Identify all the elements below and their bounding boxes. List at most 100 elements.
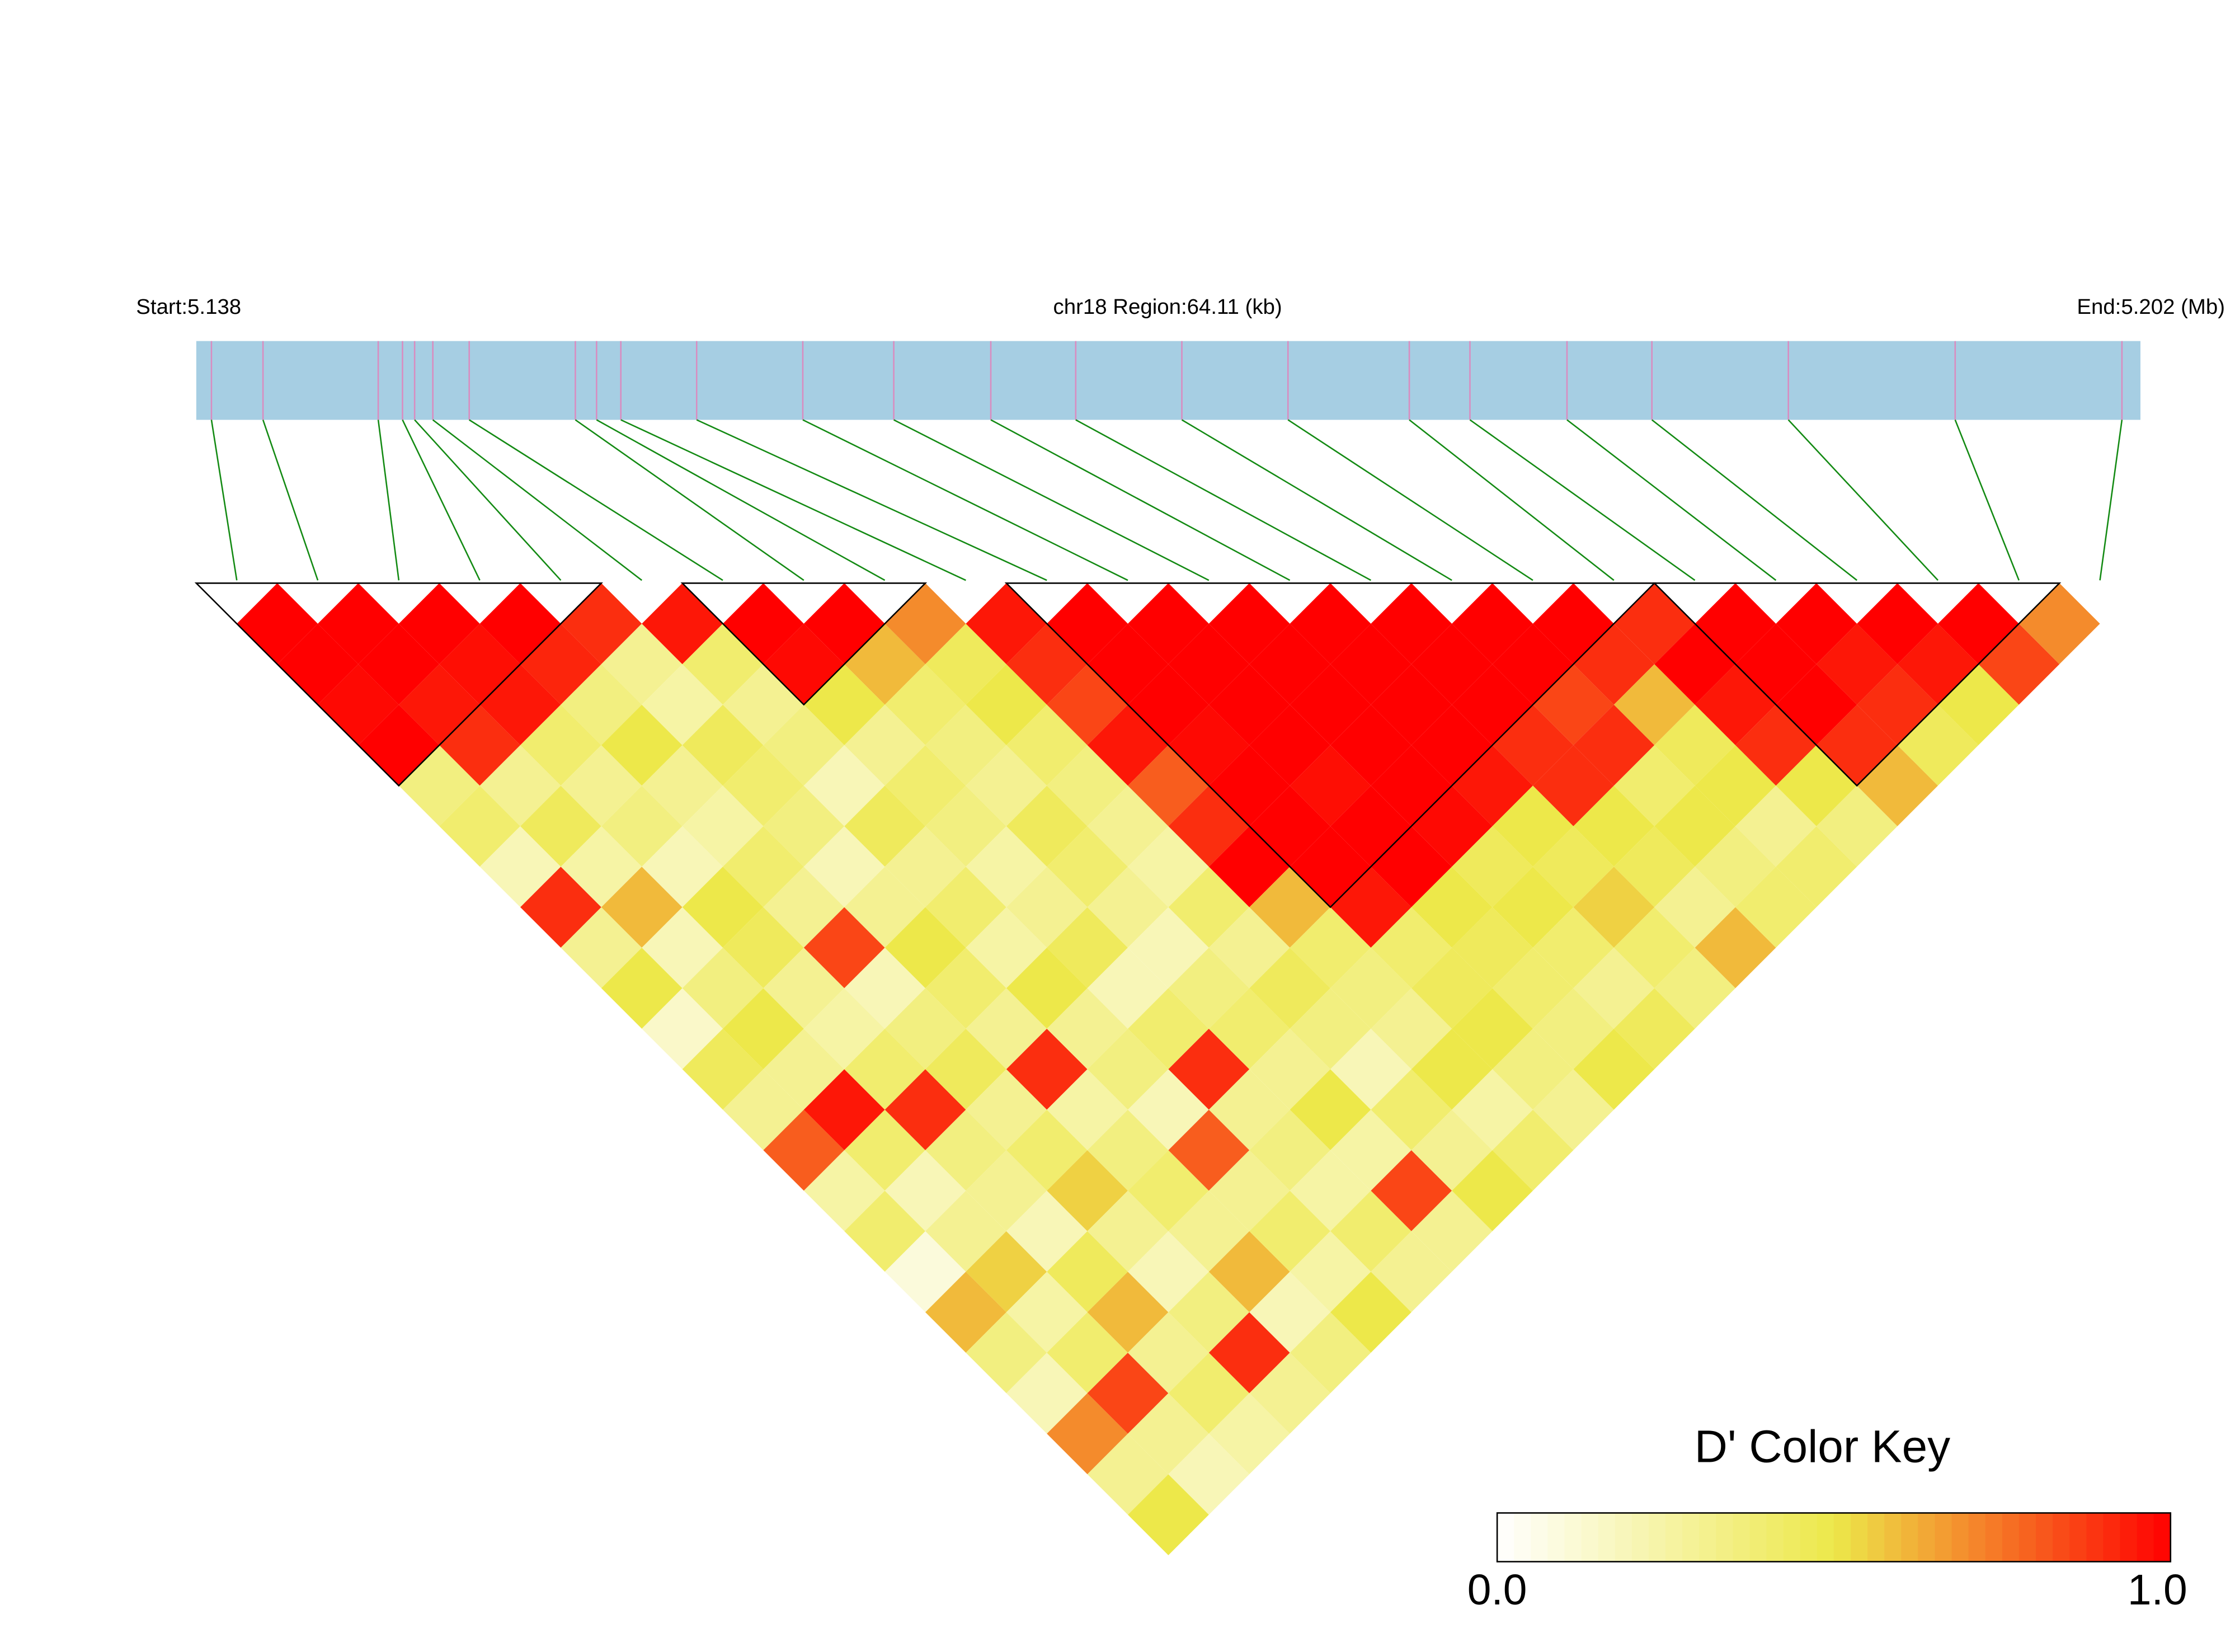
ld-cell — [763, 704, 845, 786]
ld-block — [680, 582, 928, 706]
ld-cell — [1573, 785, 1655, 867]
color-key-swatch — [1497, 1513, 1515, 1562]
ld-cell — [925, 1028, 1006, 1110]
color-key-swatch — [1699, 1513, 1717, 1562]
ld-cell — [1897, 704, 1979, 786]
ld-cell — [561, 745, 642, 826]
snp-connector — [696, 419, 1047, 581]
ld-cell — [1290, 664, 1371, 746]
color-key-swatch — [2053, 1513, 2071, 1562]
color-key-swatch — [1615, 1513, 1633, 1562]
ld-cell — [1573, 867, 1655, 948]
ld-cell — [1533, 907, 1614, 989]
ld-block — [1004, 582, 1657, 909]
start-label: Start:5.138 — [136, 295, 241, 319]
ld-cell — [925, 623, 1006, 705]
ld-cell — [1452, 1150, 1533, 1231]
snp-connector — [1409, 419, 1615, 581]
ld-cell — [925, 1272, 1006, 1353]
snp-connector — [1954, 420, 2020, 581]
color-key-swatch — [2002, 1513, 2020, 1562]
snp-connector — [1787, 419, 1938, 581]
snp-connector — [1181, 419, 1452, 581]
ld-cell — [844, 1028, 926, 1110]
ld-cell — [1330, 704, 1411, 786]
ld-cell — [1128, 1069, 1209, 1151]
ld-cell — [1290, 745, 1371, 826]
ld-cell — [682, 785, 764, 867]
ld-cell — [1776, 664, 1857, 746]
ld-cell — [884, 1069, 966, 1151]
ld-cell — [1613, 664, 1695, 746]
ld-cell — [1128, 1150, 1209, 1231]
ld-cell — [479, 745, 561, 826]
ld-cell — [1128, 664, 1209, 746]
snp-connector — [262, 420, 319, 581]
snp-connector — [893, 419, 1210, 581]
color-key-swatch — [1766, 1513, 1784, 1562]
snp-connector — [596, 419, 886, 581]
region-label: chr18 Region:64.11 (kb) — [1053, 295, 1282, 319]
color-key-swatch — [2036, 1513, 2054, 1562]
ld-cell — [1735, 867, 1817, 948]
ld-cell — [723, 745, 804, 826]
ld-cell — [1452, 826, 1533, 907]
ld-cell — [1128, 1474, 1209, 1555]
ld-cell — [1816, 785, 1898, 867]
color-key-swatch — [1833, 1513, 1852, 1562]
color-key-swatch — [1648, 1513, 1667, 1562]
snp-connector — [1469, 419, 1696, 581]
ld-cell — [1816, 623, 1898, 705]
ld-cell — [1695, 745, 1776, 826]
ld-cell — [1492, 1028, 1574, 1110]
snp-track — [196, 341, 2140, 420]
color-key-swatch — [2086, 1513, 2104, 1562]
color-key-swatch — [1581, 1513, 1599, 1562]
color-key-swatch — [2137, 1513, 2154, 1562]
color-key-swatch — [1918, 1513, 1936, 1562]
ld-cell — [682, 1028, 764, 1110]
ld-cell — [884, 1150, 966, 1231]
ld-cell — [358, 623, 440, 705]
ld-cell — [358, 704, 440, 786]
ld-cell — [1047, 907, 1128, 989]
ld-cell — [1452, 664, 1533, 746]
end-label: End:5.202 (Mb) — [2077, 295, 2225, 319]
color-key-title: D' Color Key — [1695, 1421, 1950, 1472]
ld-cell — [1613, 745, 1695, 826]
color-key-swatch — [1564, 1513, 1582, 1562]
ld-cell — [966, 1312, 1047, 1394]
color-key-frame — [1496, 1512, 2172, 1562]
snp-connector — [210, 420, 238, 581]
ld-cell — [1695, 907, 1776, 989]
snp-connector — [990, 419, 1291, 581]
color-key-swatch — [1901, 1513, 1919, 1562]
ld-cell — [1654, 704, 1735, 786]
color-key-swatch — [2018, 1513, 2037, 1562]
snp-connector — [1651, 419, 1857, 581]
ld-cell — [1937, 583, 2019, 665]
ld-cell — [2018, 583, 2100, 665]
color-key-swatch — [1968, 1513, 1987, 1562]
snp-connector — [402, 419, 481, 581]
ld-cell — [884, 664, 966, 746]
ld-cell — [1168, 1353, 1250, 1434]
ld-cell — [1006, 1272, 1088, 1353]
color-key-tick-label: 0.0 — [1467, 1566, 1527, 1614]
color-key-swatch — [1733, 1513, 1751, 1562]
ld-cell — [1452, 907, 1533, 989]
ld-cell — [1168, 1190, 1250, 1272]
ld-cell — [1249, 785, 1331, 867]
ld-cell — [1330, 623, 1411, 705]
ld-cell — [1168, 623, 1250, 705]
ld-cell — [318, 664, 399, 746]
color-key-swatch — [2153, 1513, 2172, 1562]
ld-cell — [1249, 1109, 1331, 1191]
ld-cell — [1006, 704, 1088, 786]
ld-cell — [925, 1190, 1006, 1272]
ld-cell — [1857, 745, 1938, 826]
ld-cell — [1492, 948, 1574, 1029]
ld-cell — [925, 704, 1006, 786]
